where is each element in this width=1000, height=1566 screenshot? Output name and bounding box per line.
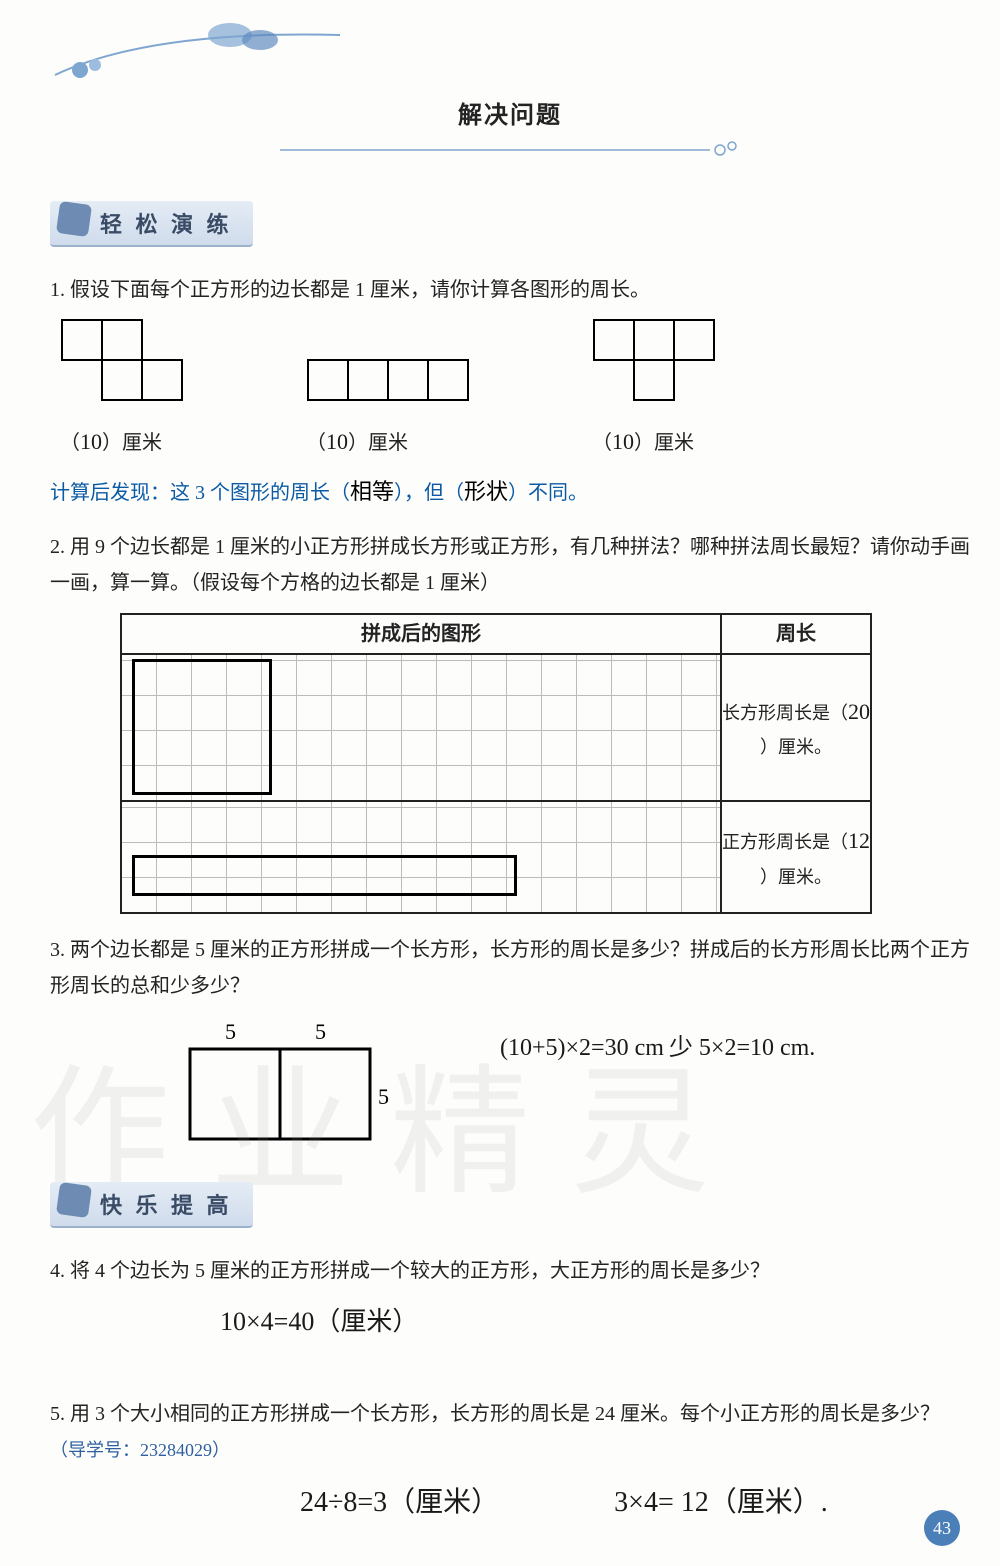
problem-3: 3. 两个边长都是 5 厘米的正方形拼成一个长方形，长方形的周长是多少？拼成后的…	[50, 932, 970, 1149]
problem-4-text: 4. 将 4 个边长为 5 厘米的正方形拼成一个较大的正方形，大正方形的周长是多…	[50, 1253, 970, 1289]
q1-shape-a: （10）厘米	[60, 318, 186, 462]
problem-1: 1. 假设下面每个正方形的边长都是 1 厘米，请你计算各图形的周长。 （10）厘…	[50, 272, 970, 511]
q2-rect-answer: 长方形周长是（20）厘米。	[721, 654, 871, 801]
guide-code: （导学号：23284029）	[50, 1440, 230, 1460]
problem-1-text: 1. 假设下面每个正方形的边长都是 1 厘米，请你计算各图形的周长。	[50, 272, 970, 308]
q1-shape-c: （10）厘米	[592, 318, 718, 462]
q1-conclusion: 计算后发现：这 3 个图形的周长（相等），但（形状）不同。	[50, 472, 970, 512]
page-number: 43	[924, 1510, 960, 1546]
title-underline	[280, 140, 740, 166]
q3-calc: (10+5)×2=30 cm 少 5×2=10 cm.	[500, 1019, 815, 1070]
q5-answers: 24÷8=3（厘米） 3×4= 12（厘米）.	[220, 1468, 970, 1528]
q2-grid-top	[121, 654, 721, 801]
flower-decoration-left	[50, 20, 350, 80]
problem-5: 5. 用 3 个大小相同的正方形拼成一个长方形，长方形的周长是 24 厘米。每个…	[50, 1396, 970, 1528]
problem-4: 4. 将 4 个边长为 5 厘米的正方形拼成一个较大的正方形，大正方形的周长是多…	[50, 1253, 970, 1346]
q2-drawn-rect	[132, 855, 517, 896]
q1-label-b: （10）厘米	[306, 422, 472, 462]
q1-fill-2: 形状	[464, 472, 508, 512]
q2-th-right: 周长	[721, 614, 871, 654]
q2-th-left: 拼成后的图形	[121, 614, 721, 654]
section-header-easy: 轻 松 演 练	[50, 201, 253, 247]
q1-answer-a: 10	[80, 422, 102, 462]
problem-5-text: 5. 用 3 个大小相同的正方形拼成一个长方形，长方形的周长是 24 厘米。每个…	[50, 1396, 970, 1468]
problem-2-text: 2. 用 9 个边长都是 1 厘米的小正方形拼成长方形或正方形，有几种拼法？哪种…	[50, 529, 970, 601]
section-header-advanced: 快 乐 提 高	[50, 1182, 253, 1228]
svg-text:5: 5	[225, 1019, 236, 1044]
q1-answer-b: 10	[326, 422, 348, 462]
shape-c-svg	[592, 318, 718, 404]
underline-svg	[280, 140, 740, 160]
q2-table: 拼成后的图形 周长 长方形周长是（20）厘米。	[120, 613, 872, 914]
svg-text:5: 5	[378, 1084, 389, 1109]
q1-fill-1: 相等	[350, 472, 394, 512]
page-title: 解决问题	[50, 95, 970, 130]
shape-b-svg	[306, 358, 472, 404]
q1-shape-b: （10）厘米	[306, 358, 472, 462]
q5-answer-2: 3×4= 12（厘米）.	[614, 1478, 828, 1528]
q3-calc-2: 少 5×2=10 cm.	[669, 1027, 815, 1070]
q2-square-answer: 正方形周长是（12）厘米。	[721, 801, 871, 913]
shape-a-svg	[60, 318, 186, 404]
q1-label-c: （10）厘米	[592, 422, 718, 462]
q1-shapes-row: （10）厘米 （10）厘米 （10）厘米	[60, 318, 970, 462]
q3-calc-1: (10+5)×2=30 cm	[500, 1027, 664, 1070]
q1-answer-c: 10	[612, 422, 634, 462]
problem-3-text: 3. 两个边长都是 5 厘米的正方形拼成一个长方形，长方形的周长是多少？拼成后的…	[50, 932, 970, 1004]
q3-rect-svg: 5 5 5	[170, 1019, 400, 1149]
q1-label-a: （10）厘米	[60, 422, 186, 462]
worksheet-page: 解决问题 轻 松 演 练 1. 假设下面每个正方形的边长都是 1 厘米，请你计算…	[0, 0, 1000, 1566]
q2-grid-bottom	[121, 801, 721, 913]
q3-diagram-row: 5 5 5 (10+5)×2=30 cm 少 5×2=10 cm.	[170, 1019, 970, 1149]
q2-drawn-square	[132, 659, 272, 795]
q4-answer: 10×4=40（厘米）	[220, 1299, 418, 1346]
page-decoration-top	[50, 20, 970, 80]
q5-answer-1: 24÷8=3（厘米）	[300, 1478, 499, 1528]
problem-2: 2. 用 9 个边长都是 1 厘米的小正方形拼成长方形或正方形，有几种拼法？哪种…	[50, 529, 970, 914]
svg-text:5: 5	[315, 1019, 326, 1044]
